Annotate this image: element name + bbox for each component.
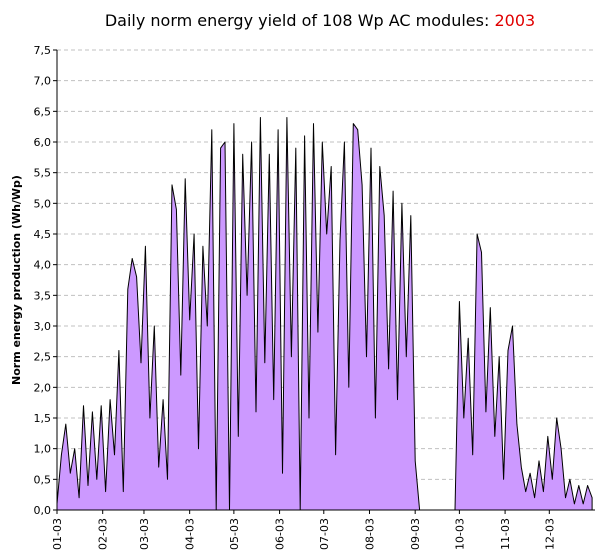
title-year: 2003: [494, 11, 535, 30]
x-tick-label: 07-03: [318, 518, 331, 550]
y-tick-label: 4,5: [34, 228, 52, 241]
x-tick-label: 02-03: [97, 518, 110, 550]
y-tick-label: 5,0: [34, 197, 52, 210]
y-tick-label: 1,0: [34, 443, 52, 456]
y-tick-label: 4,0: [34, 259, 52, 272]
x-tick-label: 11-03: [499, 518, 512, 550]
y-tick-label: 3,5: [34, 289, 52, 302]
x-tick-label: 08-03: [363, 518, 376, 550]
y-tick-label: 0,0: [34, 504, 52, 517]
y-tick-label: 6,0: [34, 136, 52, 149]
x-tick-label: 04-03: [184, 518, 197, 550]
y-tick-label: 2,0: [34, 381, 52, 394]
y-tick-label: 5,5: [34, 167, 52, 180]
x-tick-label: 03-03: [138, 518, 151, 550]
y-tick-label: 7,5: [34, 44, 52, 57]
area: [56, 117, 593, 511]
x-tick-label: 06-03: [274, 518, 287, 550]
chart-title: Daily norm energy yield of 108 Wp AC mod…: [105, 11, 535, 30]
y-tick-label: 0,5: [34, 473, 52, 486]
y-tick-label: 7,0: [34, 75, 52, 88]
x-tick-label: 12-03: [543, 518, 556, 550]
x-tick-label: 01-03: [51, 518, 64, 550]
title-text: Daily norm energy yield of 108 Wp AC mod…: [105, 11, 495, 30]
y-axis-label: Norm energy production (Wh/Wp): [10, 175, 23, 385]
x-tick-label: 05-03: [228, 518, 241, 550]
y-tick-label: 6,5: [34, 105, 52, 118]
x-tick-label: 10-03: [453, 518, 466, 550]
y-tick-label: 3,0: [34, 320, 52, 333]
y-tick-label: 1,5: [34, 412, 52, 425]
y-tick-label: 2,5: [34, 351, 52, 364]
x-tick-label: 09-03: [409, 518, 422, 550]
